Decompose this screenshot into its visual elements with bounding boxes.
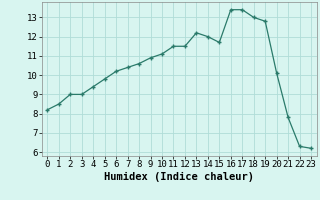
X-axis label: Humidex (Indice chaleur): Humidex (Indice chaleur) xyxy=(104,172,254,182)
